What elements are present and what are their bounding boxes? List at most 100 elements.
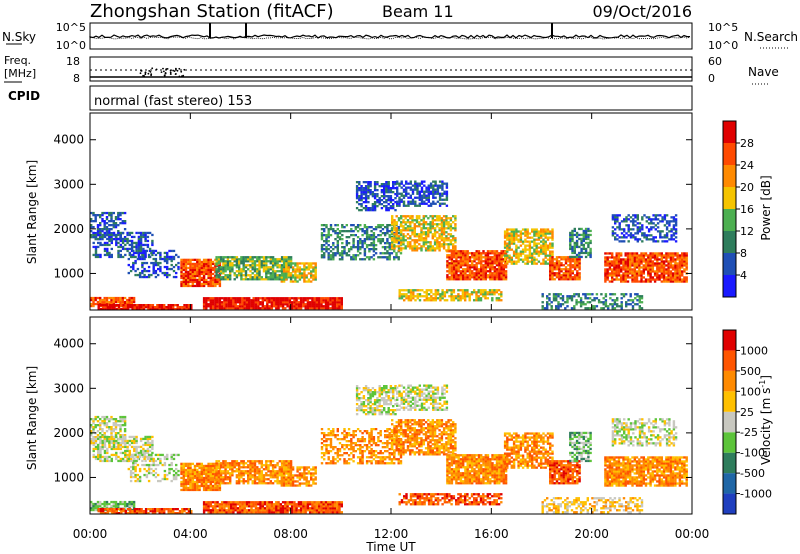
range-gate-cell <box>457 268 460 271</box>
range-gate-cell <box>240 262 243 265</box>
range-gate-cell <box>218 305 222 308</box>
range-gate-cell <box>669 272 673 275</box>
range-gate-cell <box>423 299 426 302</box>
range-gate-cell <box>117 224 120 227</box>
range-gate-cell <box>163 259 167 263</box>
range-gate-cell <box>94 436 97 439</box>
range-gate-cell <box>239 297 242 300</box>
range-gate-cell <box>422 241 425 244</box>
range-gate-cell <box>672 228 676 231</box>
range-gate-cell <box>112 439 116 443</box>
range-gate-cell <box>640 266 643 269</box>
range-gate-cell <box>544 246 547 249</box>
range-gate-cell <box>427 192 430 195</box>
range-gate-cell <box>676 264 679 267</box>
range-gate-cell <box>395 223 398 226</box>
range-gate-cell <box>638 301 641 304</box>
range-gate-cell <box>413 235 416 238</box>
range-gate-cell <box>231 264 234 267</box>
range-gate-cell <box>640 262 643 265</box>
range-gate-cell <box>681 280 684 283</box>
range-gate-cell <box>150 261 153 265</box>
range-gate-cell <box>580 233 583 237</box>
range-gate-cell <box>373 203 377 206</box>
range-gate-cell <box>569 245 572 249</box>
range-gate-cell <box>656 258 659 261</box>
range-gate-cell <box>643 232 646 235</box>
range-gate-cell <box>245 301 249 304</box>
range-gate-cell <box>475 295 478 298</box>
range-gate-cell <box>623 228 626 231</box>
range-gate-cell <box>447 243 450 246</box>
range-gate-cell <box>144 304 148 307</box>
range-gate-cell <box>445 219 448 222</box>
range-gate-cell <box>660 266 663 269</box>
range-gate-cell <box>376 201 379 204</box>
range-gate-cell <box>152 251 155 255</box>
range-gate-cell <box>622 274 625 277</box>
range-gate-cell <box>489 276 492 279</box>
range-gate-cell <box>400 198 403 201</box>
nave-dot <box>164 72 167 74</box>
range-gate-cell <box>142 247 145 251</box>
range-gate-cell <box>393 245 396 248</box>
range-gate-cell <box>640 260 643 263</box>
range-gate-cell <box>524 254 527 257</box>
range-gate-cell <box>618 222 621 225</box>
range-gate-cell <box>441 194 444 197</box>
range-gate-cell <box>338 252 342 255</box>
range-gate-cell <box>405 180 408 183</box>
range-gate-cell <box>418 247 421 250</box>
range-gate-cell <box>531 246 534 249</box>
range-gate-cell <box>434 295 437 298</box>
range-gate-cell <box>299 301 303 304</box>
range-gate-cell <box>260 260 263 263</box>
range-gate-cell <box>307 266 311 269</box>
range-gate-cell <box>446 256 449 259</box>
range-gate-cell <box>427 245 430 248</box>
range-gate-cell <box>193 276 197 280</box>
range-gate-cell <box>182 284 185 288</box>
range-gate-cell <box>205 262 208 266</box>
range-gate-cell <box>99 304 103 307</box>
range-gate-cell <box>142 233 145 237</box>
range-gate-cell <box>438 243 441 246</box>
range-gate-cell <box>627 240 630 243</box>
range-gate-cell <box>567 276 570 279</box>
range-gate-cell <box>638 256 641 259</box>
range-gate-cell <box>355 187 359 190</box>
range-gate-cell <box>480 276 483 279</box>
range-gate-cell <box>142 308 146 311</box>
range-gate-cell <box>336 301 339 304</box>
range-gate-cell <box>115 239 118 243</box>
range-gate-cell <box>108 211 111 215</box>
range-gate-cell <box>482 295 485 298</box>
range-gate-cell <box>135 231 138 235</box>
range-gate-cell <box>528 244 532 247</box>
range-gate-cell <box>380 207 384 210</box>
range-gate-cell <box>524 240 527 243</box>
colorbar-tick-label: 16 <box>740 203 754 216</box>
range-gate-cell <box>449 235 453 238</box>
range-gate-cell <box>101 298 104 302</box>
range-gate-cell <box>569 247 572 251</box>
range-gate-cell <box>238 264 241 267</box>
range-gate-cell <box>533 228 536 231</box>
range-gate-cell <box>638 268 641 271</box>
range-gate-cell <box>398 202 401 205</box>
range-gate-cell <box>670 230 673 233</box>
range-gate-cell <box>393 219 396 222</box>
range-gate-cell <box>455 297 458 300</box>
range-gate-cell <box>446 262 449 265</box>
range-gate-cell <box>656 230 660 233</box>
range-gate-cell <box>468 270 472 273</box>
range-gate-cell <box>167 306 170 309</box>
range-gate-cell <box>254 303 258 306</box>
range-gate-cell <box>504 266 508 269</box>
range-gate-cell <box>156 308 159 311</box>
range-gate-cell <box>420 196 424 199</box>
range-gate-cell <box>388 234 391 237</box>
range-gate-cell <box>282 262 286 265</box>
range-gate-cell <box>512 234 516 237</box>
range-gate-cell <box>363 242 367 245</box>
